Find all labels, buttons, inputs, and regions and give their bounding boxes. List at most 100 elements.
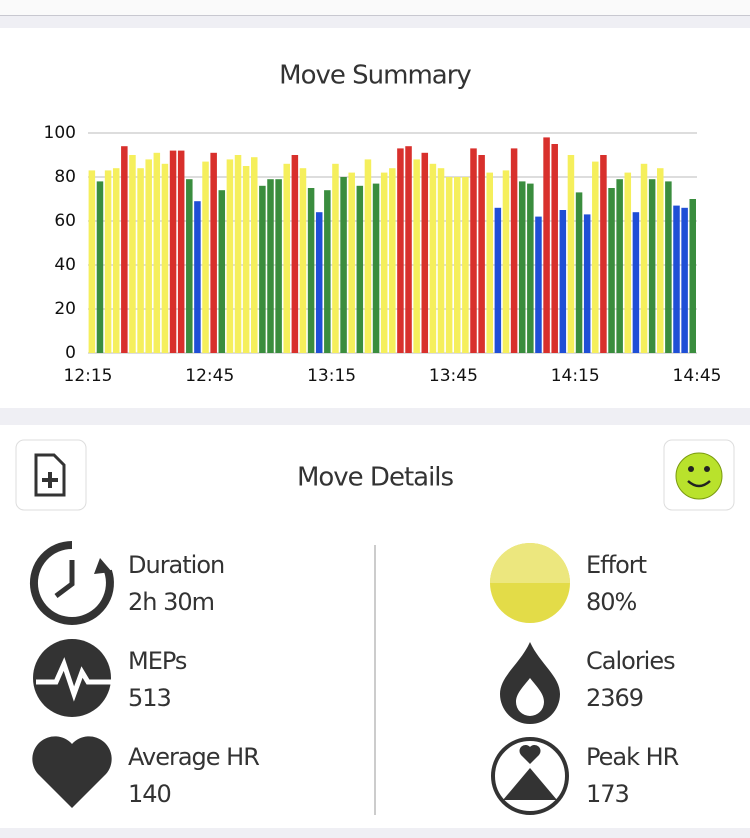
top-strip bbox=[0, 0, 750, 15]
bar bbox=[478, 155, 485, 353]
bar bbox=[583, 214, 591, 353]
bar bbox=[462, 177, 469, 353]
bar bbox=[186, 179, 193, 353]
meps-icon bbox=[33, 639, 111, 717]
bar bbox=[251, 157, 258, 353]
calories-icon bbox=[500, 642, 560, 724]
bar bbox=[616, 179, 623, 353]
bar bbox=[575, 192, 583, 353]
detail-value: 2h 30m bbox=[128, 588, 214, 616]
detail-label: MEPs bbox=[128, 647, 187, 675]
bar bbox=[608, 188, 615, 353]
y-tick-label: 80 bbox=[54, 167, 76, 187]
bar bbox=[405, 146, 412, 353]
heart-icon bbox=[32, 736, 112, 808]
bar bbox=[96, 181, 104, 353]
bar bbox=[510, 148, 518, 353]
duration-arrow bbox=[94, 558, 112, 574]
bar bbox=[121, 146, 128, 353]
detail-label: Peak HR bbox=[586, 743, 679, 771]
bar bbox=[592, 161, 599, 353]
bar bbox=[673, 205, 680, 353]
bar bbox=[665, 181, 672, 353]
x-tick-label: 13:45 bbox=[429, 366, 478, 386]
bar bbox=[177, 150, 185, 353]
bar bbox=[226, 159, 234, 353]
bar bbox=[153, 152, 161, 353]
bar bbox=[389, 168, 396, 353]
bar bbox=[657, 168, 664, 353]
bar bbox=[559, 210, 567, 353]
add-note-button[interactable] bbox=[15, 439, 87, 511]
plus-icon bbox=[42, 472, 58, 488]
detail-label: Effort bbox=[586, 551, 647, 579]
y-tick-label: 100 bbox=[44, 123, 76, 143]
bar bbox=[454, 177, 461, 353]
clock-hands bbox=[54, 560, 75, 598]
bar bbox=[437, 168, 445, 353]
bar bbox=[202, 161, 209, 353]
bar bbox=[518, 181, 526, 353]
bar bbox=[632, 212, 640, 353]
bar bbox=[372, 183, 380, 353]
bar bbox=[340, 177, 347, 353]
detail-value: 173 bbox=[586, 780, 629, 808]
y-tick-label: 60 bbox=[54, 211, 76, 231]
bar bbox=[88, 170, 96, 353]
mood-button[interactable] bbox=[663, 439, 735, 511]
peak-heart bbox=[519, 744, 541, 764]
peak-icon bbox=[491, 737, 569, 815]
bar bbox=[234, 155, 242, 353]
bar bbox=[283, 163, 290, 353]
bar bbox=[348, 172, 355, 353]
bar bbox=[307, 188, 315, 353]
bar bbox=[567, 155, 575, 353]
bar bbox=[259, 185, 266, 353]
detail-label: Calories bbox=[586, 647, 675, 675]
bar bbox=[299, 168, 307, 353]
y-tick-label: 0 bbox=[65, 343, 76, 363]
chart-title: Move Summary bbox=[279, 61, 471, 91]
bar bbox=[324, 190, 331, 353]
detail-value: 140 bbox=[128, 780, 171, 808]
bar bbox=[413, 159, 420, 353]
detail-value: 513 bbox=[128, 684, 171, 712]
bar bbox=[356, 185, 364, 353]
bar bbox=[275, 179, 282, 353]
bar bbox=[137, 168, 144, 353]
note-icon bbox=[34, 453, 66, 497]
mouth bbox=[687, 480, 711, 488]
x-tick-label: 13:15 bbox=[307, 366, 356, 386]
bar bbox=[551, 144, 558, 353]
detail-value: 80% bbox=[586, 588, 637, 616]
icons bbox=[29, 541, 570, 815]
bar bbox=[104, 170, 112, 353]
mountain bbox=[503, 768, 557, 800]
pulse-line bbox=[36, 657, 114, 702]
bar bbox=[600, 155, 607, 353]
effort-highlight bbox=[490, 543, 570, 583]
bar bbox=[535, 216, 542, 353]
bar bbox=[315, 212, 323, 353]
x-tick-label: 12:15 bbox=[64, 366, 113, 386]
bar bbox=[421, 152, 429, 353]
x-tick-label: 14:15 bbox=[551, 366, 600, 386]
bar bbox=[210, 152, 217, 353]
details-title: Move Details bbox=[297, 463, 454, 493]
bar bbox=[161, 163, 169, 353]
detail-label: Average HR bbox=[128, 743, 259, 771]
bar bbox=[112, 168, 120, 353]
x-tick-label: 14:45 bbox=[673, 366, 722, 386]
bar bbox=[242, 166, 250, 353]
bar bbox=[129, 155, 136, 353]
bar bbox=[502, 170, 510, 353]
bar bbox=[689, 199, 696, 353]
bar bbox=[543, 137, 550, 353]
bar bbox=[486, 172, 493, 353]
bar bbox=[624, 172, 632, 353]
bar bbox=[397, 148, 404, 353]
bar bbox=[527, 183, 534, 353]
bar bbox=[332, 163, 339, 353]
